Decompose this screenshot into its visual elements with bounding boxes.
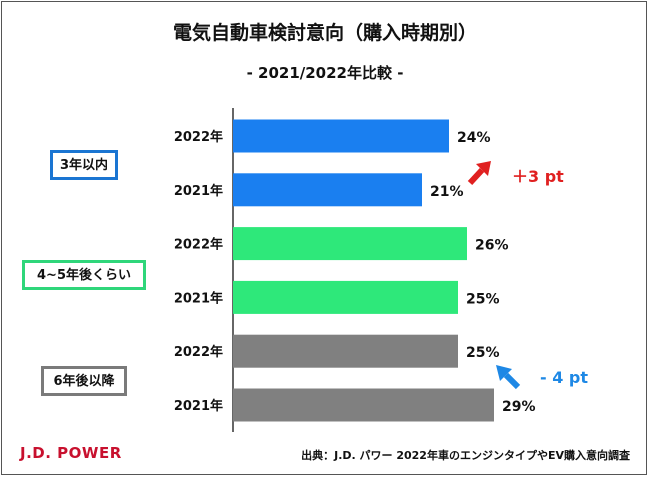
y-tick-label-4: 2022年: [174, 344, 223, 360]
data-label-5: 29%: [502, 399, 536, 415]
source-note: 出典：J.D. パワー 2022年車のエンジンタイプやEV購入意向調査: [301, 449, 630, 462]
annotation-minus-4pt: - 4 pt: [540, 368, 589, 387]
bar-4: [233, 334, 458, 368]
data-label-1: 21%: [430, 184, 464, 200]
bar-1: [233, 173, 422, 207]
data-label-3: 25%: [466, 291, 500, 307]
decrease-arrow-icon: [496, 365, 521, 390]
chart-title: 電気自動車検討意向（購入時期別）: [172, 22, 477, 44]
annotation-plus-3pt: ＋3 pt: [512, 167, 564, 186]
bar-3: [233, 280, 458, 314]
jd-power-logo: J.D. POWER: [20, 444, 122, 462]
chart-subtitle: - 2021/2022年比較 -: [246, 64, 404, 82]
group-label-4-5-years: 4~5年後くらい: [22, 260, 146, 290]
bar-2: [233, 227, 467, 261]
bar-0: [233, 119, 449, 153]
y-tick-label-1: 2021年: [174, 183, 223, 199]
increase-arrow-icon: [467, 161, 491, 186]
data-label-2: 26%: [475, 238, 509, 254]
data-label-4: 25%: [466, 345, 500, 361]
bar-5: [233, 388, 494, 422]
group-label-6-years-later: 6年後以降: [41, 366, 127, 396]
y-tick-label-2: 2022年: [174, 237, 223, 253]
y-tick-label-5: 2021年: [174, 398, 223, 414]
y-tick-label-0: 2022年: [174, 129, 223, 145]
data-label-0: 24%: [457, 130, 491, 146]
y-tick-label-3: 2021年: [174, 290, 223, 306]
group-label-within-3-years: 3年以内: [50, 150, 118, 180]
